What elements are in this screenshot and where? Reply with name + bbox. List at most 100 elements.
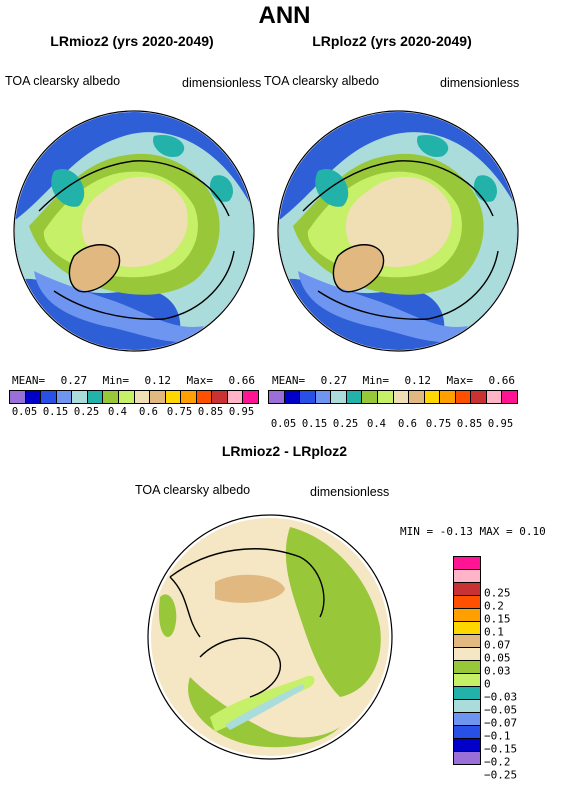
colorbar-tick-label: 0.4 bbox=[108, 406, 127, 418]
colorbar-swatch bbox=[454, 583, 480, 596]
panel-1-field-label: TOA clearsky albedo bbox=[5, 74, 121, 88]
colorbar-swatch bbox=[454, 609, 480, 622]
min-value: 0.12 bbox=[404, 374, 432, 387]
mean-value: 0.27 bbox=[60, 374, 88, 387]
difference-min-max: MIN = -0.13 MAX = 0.10 bbox=[400, 525, 546, 538]
colorbar-tick-label: 0.05 bbox=[484, 651, 511, 665]
difference-field-label: TOA clearsky albedo bbox=[135, 483, 251, 497]
colorbar-tick-label: −0.2 bbox=[484, 755, 511, 769]
colorbar-tick-label: 0.15 bbox=[42, 406, 69, 418]
colorbar-swatch bbox=[440, 391, 456, 403]
colorbar-swatch bbox=[10, 391, 26, 403]
colorbar-swatch bbox=[393, 391, 410, 403]
panel-2-polar-map bbox=[277, 110, 519, 352]
difference-polar-map bbox=[147, 514, 393, 760]
colorbar-swatch bbox=[455, 391, 472, 403]
panel-2-stats: MEAN= 0.27 Min= 0.12 Max= 0.66 bbox=[272, 374, 515, 387]
colorbar-tick-label: 0.75 bbox=[425, 418, 452, 430]
max-label: Max= bbox=[446, 374, 474, 387]
colorbar-swatch bbox=[103, 391, 119, 403]
panel-2-units-label: dimensionless bbox=[440, 76, 520, 90]
max-value: 0.66 bbox=[228, 374, 255, 387]
colorbar-swatch bbox=[196, 391, 213, 403]
colorbar-swatch bbox=[471, 391, 487, 403]
colorbar-swatch bbox=[118, 391, 135, 403]
colorbar-tick-label: 0.15 bbox=[301, 418, 328, 430]
max-value: 0.10 bbox=[519, 525, 546, 538]
colorbar-swatch bbox=[377, 391, 394, 403]
colorbar-tick-label: 0.05 bbox=[11, 406, 38, 418]
min-label: MIN = bbox=[400, 525, 434, 538]
min-value: 0.12 bbox=[144, 374, 172, 387]
teal-patches bbox=[51, 135, 234, 207]
colorbar-swatch bbox=[454, 635, 480, 648]
difference-units-label: dimensionless bbox=[310, 485, 390, 499]
negative-green-region-east bbox=[285, 527, 381, 697]
colorbar-swatch bbox=[454, 661, 480, 674]
mean-label: MEAN= bbox=[12, 374, 46, 387]
colorbar-swatch bbox=[454, 557, 480, 570]
colorbar-swatch bbox=[181, 391, 197, 403]
colorbar-tick-label: 0.2 bbox=[484, 599, 504, 613]
mean-label: MEAN= bbox=[272, 374, 306, 387]
panel-1-polar-map bbox=[13, 110, 255, 352]
colorbar-swatch bbox=[454, 648, 480, 661]
max-value: 0.66 bbox=[488, 374, 515, 387]
colorbar-tick-label: 0.25 bbox=[332, 418, 359, 430]
colorbar-swatch bbox=[454, 713, 480, 726]
colorbar-tick-label: −0.1 bbox=[484, 729, 511, 743]
colorbar-tick-label: 0.07 bbox=[484, 638, 511, 652]
coastlines bbox=[169, 548, 325, 698]
colorbar-tick-label: 0.1 bbox=[484, 625, 504, 639]
colorbar-tick-label: 0.6 bbox=[139, 406, 158, 418]
panel-2-field-label: TOA clearsky albedo bbox=[264, 74, 380, 88]
colorbar-tick-label: 0.6 bbox=[398, 418, 417, 430]
colorbar-swatch bbox=[284, 391, 301, 403]
colorbar-swatch bbox=[454, 726, 480, 739]
colorbar-tick-label: −0.15 bbox=[484, 742, 518, 756]
colorbar-swatch bbox=[502, 391, 517, 403]
positive-tan-region bbox=[215, 574, 285, 603]
colorbar-tick-label: 0.85 bbox=[456, 418, 483, 430]
colorbar-tick-label: 0 bbox=[484, 677, 491, 691]
colorbar-swatch bbox=[454, 674, 480, 687]
difference-title: LRmioz2 - LRploz2 bbox=[221, 443, 348, 459]
colorbar-swatch bbox=[454, 752, 480, 764]
panel-1-colorbar bbox=[9, 390, 259, 404]
colorbar-swatch bbox=[134, 391, 151, 403]
colorbar-swatch bbox=[454, 739, 480, 752]
colorbar-swatch bbox=[362, 391, 378, 403]
cyan-band bbox=[225, 684, 305, 730]
colorbar-tick-label: 0.25 bbox=[484, 586, 511, 600]
colorbar-swatch bbox=[409, 391, 425, 403]
coastlines bbox=[38, 160, 235, 320]
min-label: Min= bbox=[102, 374, 130, 387]
panel-2-colorbar-ticks: 0.05 0.15 0.25 0.4 0.6 0.75 0.85 0.95 bbox=[268, 418, 516, 430]
colorbar-swatch bbox=[212, 391, 228, 403]
colorbar-tick-label: 0.03 bbox=[484, 664, 511, 678]
sea-ice-region bbox=[345, 176, 452, 267]
difference-colorbar bbox=[453, 556, 481, 765]
figure-title: ANN bbox=[258, 2, 311, 29]
colorbar-tick-label: −0.05 bbox=[484, 703, 518, 717]
colorbar-tick-label: 0.25 bbox=[73, 406, 100, 418]
colorbar-tick-label: 0.95 bbox=[228, 406, 255, 418]
greenland-region bbox=[333, 244, 384, 292]
colorbar-tick-label: 0.15 bbox=[484, 612, 511, 626]
greenland-region bbox=[69, 244, 120, 292]
panel-1-stats: MEAN= 0.27 Min= 0.12 Max= 0.66 bbox=[12, 374, 255, 387]
colorbar-swatch bbox=[227, 391, 244, 403]
colorbar-swatch bbox=[269, 391, 285, 403]
coastlines bbox=[302, 160, 499, 320]
colorbar-swatch bbox=[424, 391, 441, 403]
colorbar-swatch bbox=[454, 700, 480, 713]
colorbar-tick-label: −0.25 bbox=[484, 768, 518, 782]
colorbar-tick-label: 0.05 bbox=[270, 418, 297, 430]
colorbar-tick-label: −0.07 bbox=[484, 716, 518, 730]
panel-1-units-label: dimensionless bbox=[182, 76, 262, 90]
colorbar-swatch bbox=[454, 687, 480, 700]
panel-1-title: LRmioz2 (yrs 2020-2049) bbox=[50, 33, 214, 49]
colorbar-tick-label: 0.75 bbox=[166, 406, 193, 418]
colorbar-tick-label: −0.03 bbox=[484, 690, 518, 704]
sea-ice-region bbox=[81, 176, 188, 267]
